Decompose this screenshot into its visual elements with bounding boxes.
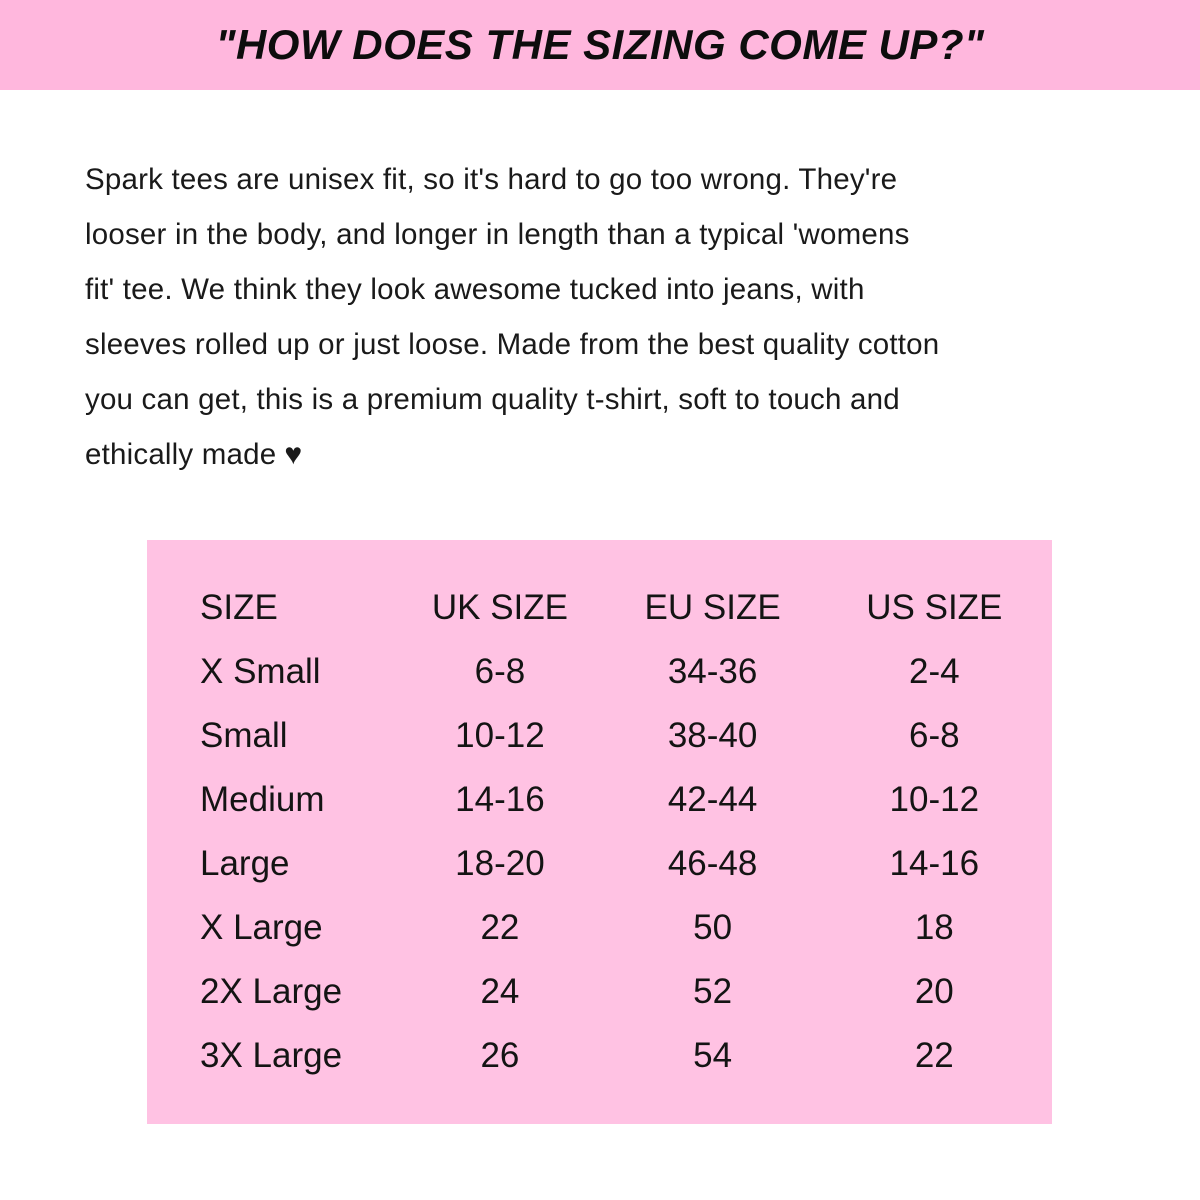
cell-us-size: 22 <box>914 1036 954 1075</box>
table-row: Small 10-12 38-40 6-8 <box>147 704 1052 768</box>
intro-line-text: ethically made <box>85 438 277 471</box>
table-row: Large 18-20 46-48 14-16 <box>147 832 1052 896</box>
cell-size-label: Large <box>200 844 290 883</box>
intro-line: fit' tee. We think they look awesome tuc… <box>85 273 865 306</box>
table-row: Medium 14-16 42-44 10-12 <box>147 768 1052 832</box>
cell-eu-size: 54 <box>693 1036 733 1075</box>
cell-us-size: 6-8 <box>909 716 960 755</box>
cell-us-size: 2-4 <box>909 652 960 691</box>
cell-us-size: 20 <box>914 972 954 1011</box>
column-header-us-size: US SIZE <box>866 588 1003 627</box>
cell-size-label: X Small <box>200 652 321 691</box>
cell-eu-size: 42-44 <box>667 780 758 819</box>
cell-eu-size: 38-40 <box>667 716 758 755</box>
cell-eu-size: 50 <box>693 908 733 947</box>
table-row: X Small 6-8 34-36 2-4 <box>147 640 1052 704</box>
cell-size-label: 3X Large <box>200 1036 343 1075</box>
column-header-eu-size: EU SIZE <box>644 588 781 627</box>
cell-eu-size: 46-48 <box>667 844 758 883</box>
cell-us-size: 18 <box>914 908 954 947</box>
cell-size-label: 2X Large <box>200 972 343 1011</box>
column-header-uk-size: UK SIZE <box>431 588 568 627</box>
cell-uk-size: 14-16 <box>455 780 545 819</box>
cell-eu-size: 34-36 <box>667 652 758 691</box>
cell-us-size: 10-12 <box>889 780 980 819</box>
cell-uk-size: 22 <box>480 908 520 947</box>
table-row: 2X Large 24 52 20 <box>147 960 1052 1024</box>
cell-size-label: X Large <box>200 908 323 947</box>
column-header-size: SIZE <box>200 588 278 627</box>
intro-line: ethically made ♥ <box>85 427 1140 482</box>
cell-us-size: 14-16 <box>889 844 980 883</box>
size-chart: SIZE UK SIZE EU SIZE US SIZE X Small 6-8… <box>147 540 1052 1124</box>
table-row: X Large 22 50 18 <box>147 896 1052 960</box>
cell-size-label: Small <box>200 716 288 755</box>
intro-line: looser in the body, and longer in length… <box>85 218 910 251</box>
page-title: "HOW DOES THE SIZING COME UP?" <box>215 21 985 68</box>
size-chart-header-row: SIZE UK SIZE EU SIZE US SIZE <box>147 576 1052 640</box>
cell-size-label: Medium <box>200 780 325 819</box>
intro-line: Spark tees are unisex fit, so it's hard … <box>85 163 898 196</box>
cell-uk-size: 26 <box>480 1036 520 1075</box>
heart-icon: ♥ <box>284 438 303 471</box>
intro-paragraph: Spark tees are unisex fit, so it's hard … <box>85 152 1140 482</box>
cell-uk-size: 24 <box>480 972 520 1011</box>
header-band: "HOW DOES THE SIZING COME UP?" <box>0 0 1200 90</box>
table-row: 3X Large 26 54 22 <box>147 1024 1052 1088</box>
intro-line: sleeves rolled up or just loose. Made fr… <box>85 328 940 361</box>
cell-uk-size: 6-8 <box>474 652 526 691</box>
intro-line: you can get, this is a premium quality t… <box>85 383 900 416</box>
cell-eu-size: 52 <box>693 972 733 1011</box>
cell-uk-size: 10-12 <box>455 716 545 755</box>
cell-uk-size: 18-20 <box>455 844 545 883</box>
